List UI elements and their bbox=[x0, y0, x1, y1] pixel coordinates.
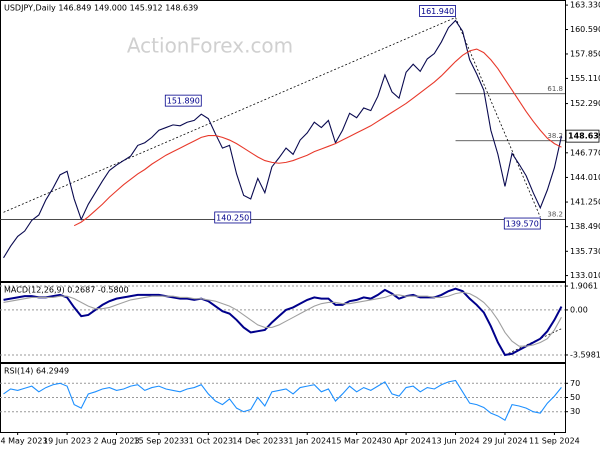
annotation-box bbox=[214, 211, 252, 224]
annotation-label: 139.570 bbox=[506, 220, 539, 229]
x-tick-label: 11 Sep 2024 bbox=[529, 437, 580, 446]
y-tick-label: 144.010 bbox=[570, 173, 600, 182]
series-line bbox=[3, 19, 563, 259]
price-panel bbox=[0, 0, 566, 282]
y-tick-label: 133.010 bbox=[570, 271, 600, 280]
y-tick-label: 135.730 bbox=[570, 247, 600, 256]
last-price-label: 148.639 bbox=[568, 132, 600, 141]
y-tick-label: 155.110 bbox=[570, 74, 600, 83]
series-line bbox=[3, 291, 562, 347]
x-tick-label: 31 Jan 2024 bbox=[283, 437, 331, 446]
y-tick-label: 163.330 bbox=[570, 1, 600, 10]
annotation-label: 161.940 bbox=[421, 7, 454, 16]
y-tick-label: 157.850 bbox=[570, 49, 600, 58]
macd-panel bbox=[0, 282, 566, 363]
trend-line bbox=[455, 17, 541, 218]
x-tick-label: 31 Oct 2023 bbox=[184, 437, 233, 446]
level-label: 38.2 bbox=[547, 132, 563, 140]
y-tick-label: 160.590 bbox=[570, 25, 600, 34]
annotation-box bbox=[503, 217, 541, 230]
level-label: 38.2 bbox=[547, 210, 563, 218]
x-tick-label: 13 Jun 2024 bbox=[431, 437, 479, 446]
x-tick-label: 15 Sep 2023 bbox=[134, 437, 185, 446]
x-tick-label: 30 Apr 2024 bbox=[381, 437, 430, 446]
y-tick-label: 1.9061 bbox=[570, 282, 598, 291]
x-tick-label: 15 Mar 2024 bbox=[331, 437, 382, 446]
y-tick-label: 30 bbox=[570, 407, 580, 416]
x-tick-label: 29 Jul 2024 bbox=[482, 437, 527, 446]
y-tick-label: 138.490 bbox=[570, 222, 600, 231]
level-label: 61.8 bbox=[547, 85, 563, 93]
y-tick-label: 152.290 bbox=[570, 99, 600, 108]
x-tick-label: 14 Dec 2023 bbox=[232, 437, 283, 446]
panel-title: USDJPY,Daily 146.849 149.000 145.912 148… bbox=[4, 4, 198, 13]
series-line bbox=[73, 48, 562, 227]
y-tick-label: 50 bbox=[570, 393, 580, 402]
y-tick-label: 70 bbox=[570, 379, 580, 388]
watermark: ActionForex.com bbox=[127, 34, 293, 58]
y-tick-label: 0.00 bbox=[570, 305, 588, 314]
annotation-label: 151.890 bbox=[167, 97, 200, 106]
y-tick-label: 141.250 bbox=[570, 198, 600, 207]
y-tick-label: 146.770 bbox=[570, 148, 600, 157]
annotation-box bbox=[419, 5, 456, 17]
x-tick-label: 2 Aug 2023 bbox=[93, 437, 139, 446]
y-tick-label: -3.5981 bbox=[570, 350, 600, 359]
panel-title: MACD(12,26,9) 0.2687 -0.5800 bbox=[4, 286, 129, 295]
series-line bbox=[3, 379, 562, 422]
x-tick-label: 4 May 2023 bbox=[0, 437, 47, 446]
x-tick-label: 19 Jun 2023 bbox=[43, 437, 91, 446]
annotation-box bbox=[164, 94, 202, 107]
annotation-label: 140.250 bbox=[216, 213, 249, 222]
panel-title: RSI(14) 64.2949 bbox=[4, 367, 69, 376]
last-price-box bbox=[565, 129, 600, 143]
